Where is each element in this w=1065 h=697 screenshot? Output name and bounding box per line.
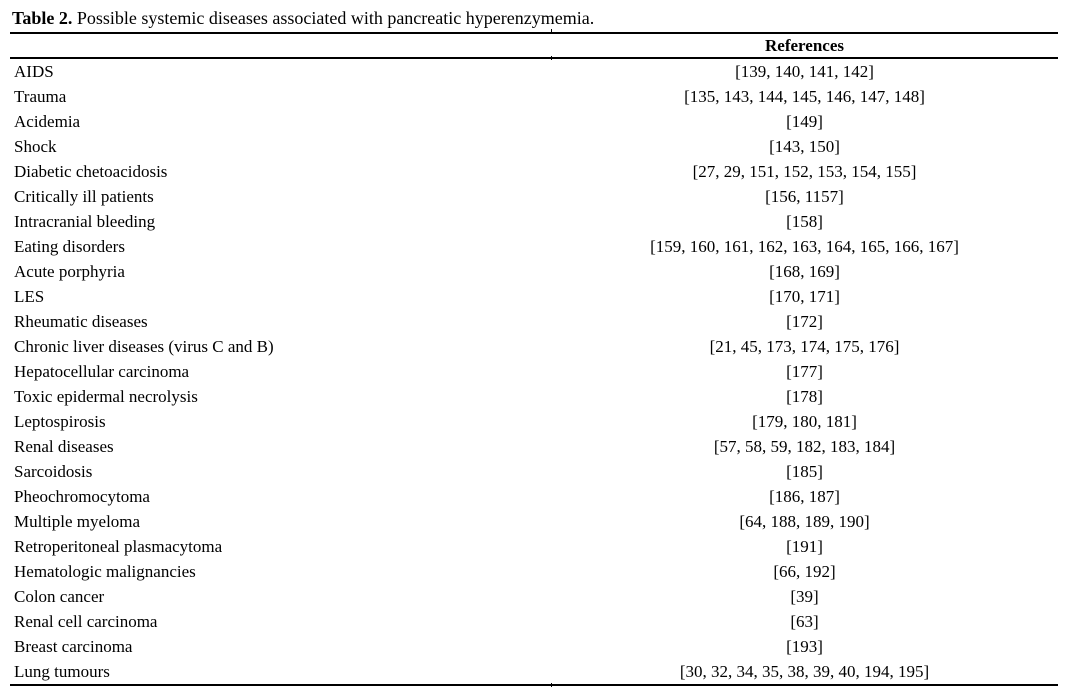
references-cell: [57, 58, 59, 182, 183, 184]: [713, 437, 896, 456]
references-cell: [178]: [786, 387, 823, 406]
disease-cell: Lung tumours: [14, 662, 110, 681]
table-row: Multiple myeloma [64, 188, 189, 190]: [10, 509, 1058, 534]
references-cell: [139, 140, 141, 142]: [735, 62, 874, 81]
table-row: Trauma [135, 143, 144, 145, 146, 147, 148…: [10, 84, 1058, 109]
references-cell: [135, 143, 144, 145, 146, 147, 148]: [684, 87, 925, 106]
references-cell: [21, 45, 173, 174, 175, 176]: [709, 337, 900, 356]
references-cell: [170, 171]: [769, 287, 840, 306]
references-cell: [143, 150]: [769, 137, 840, 156]
disease-cell: Intracranial bleeding: [14, 212, 156, 231]
disease-cell: Colon cancer: [14, 587, 105, 606]
disease-cell: LES: [14, 287, 45, 306]
table-row: Pheochromocytoma [186, 187]: [10, 484, 1058, 509]
disease-cell: Toxic epidermal necrolysis: [14, 387, 198, 406]
disease-cell: Hepatocellular carcinoma: [14, 362, 190, 381]
disease-cell: Acute porphyria: [14, 262, 125, 281]
table-row: Renal cell carcinoma [63]: [10, 609, 1058, 634]
disease-cell: Chronic liver diseases (virus C and B): [14, 337, 274, 356]
header-row: References: [10, 33, 1058, 59]
column-divider-tick-bottom: [551, 683, 552, 687]
references-cell: [172]: [786, 312, 823, 331]
disease-cell: Trauma: [14, 87, 67, 106]
table-row: Acidemia [149]: [10, 109, 1058, 134]
table-row: Critically ill patients [156, 1157]: [10, 184, 1058, 209]
references-cell: [168, 169]: [769, 262, 840, 281]
references-cell: [149]: [786, 112, 823, 131]
table-row: Shock [143, 150]: [10, 134, 1058, 159]
references-cell: [27, 29, 151, 152, 153, 154, 155]: [692, 162, 917, 181]
disease-cell: Pheochromocytoma: [14, 487, 150, 506]
table-row: Sarcoidosis [185]: [10, 459, 1058, 484]
disease-cell: Diabetic chetoacidosis: [14, 162, 168, 181]
table-row: Leptospirosis [179, 180, 181]: [10, 409, 1058, 434]
table-row: Toxic epidermal necrolysis [178]: [10, 384, 1058, 409]
disease-cell: Leptospirosis: [14, 412, 106, 431]
disease-cell: Shock: [14, 137, 57, 156]
references-cell: [193]: [786, 637, 823, 656]
disease-cell: Eating disorders: [14, 237, 125, 256]
table-row: Renal diseases [57, 58, 59, 182, 183, 184…: [10, 434, 1058, 459]
disease-cell: Multiple myeloma: [14, 512, 141, 531]
disease-cell: Breast carcinoma: [14, 637, 133, 656]
table-caption: Table 2. Possible systemic diseases asso…: [12, 6, 594, 30]
disease-cell: Hematologic malignancies: [14, 562, 196, 581]
table-row: Colon cancer [39]: [10, 584, 1058, 609]
table-caption-label: Table 2.: [12, 8, 73, 28]
references-cell: [179, 180, 181]: [752, 412, 857, 431]
references-cell: [30, 32, 34, 35, 38, 39, 40, 194, 195]: [679, 662, 930, 681]
references-cell: [185]: [786, 462, 823, 481]
diseases-table-container: References AIDS [139, 140, 141, 142] Traum…: [10, 32, 1058, 686]
diseases-references-table: References AIDS [139, 140, 141, 142] Traum…: [10, 32, 1058, 686]
table-caption-text: Possible systemic diseases associated wi…: [72, 8, 595, 28]
references-cell: [66, 192]: [773, 562, 836, 581]
table-row: Intracranial bleeding [158]: [10, 209, 1058, 234]
references-cell: [63]: [790, 612, 819, 631]
column-divider-tick-header: [551, 56, 552, 60]
table-row: Eating disorders [159, 160, 161, 162, 163…: [10, 234, 1058, 259]
table-row: Lung tumours [30, 32, 34, 35, 38, 39, 40,…: [10, 659, 1058, 685]
disease-cell: Renal diseases: [14, 437, 114, 456]
references-cell: [177]: [786, 362, 823, 381]
references-cell: [159, 160, 161, 162, 163, 164, 165, 166,…: [650, 237, 959, 256]
table-row: Chronic liver diseases (virus C and B) [2…: [10, 334, 1058, 359]
references-column-header: References: [551, 33, 1058, 59]
table-row: Hepatocellular carcinoma [177]: [10, 359, 1058, 384]
table-row: Acute porphyria [168, 169]: [10, 259, 1058, 284]
table-row: Hematologic malignancies [66, 192]: [10, 559, 1058, 584]
table-row: LES [170, 171]: [10, 284, 1058, 309]
references-cell: [186, 187]: [769, 487, 840, 506]
table-row: Retroperitoneal plasmacytoma [191]: [10, 534, 1058, 559]
table-row: AIDS [139, 140, 141, 142]: [10, 58, 1058, 84]
disease-cell: Renal cell carcinoma: [14, 612, 158, 631]
table-row: Breast carcinoma [193]: [10, 634, 1058, 659]
disease-cell: Rheumatic diseases: [14, 312, 148, 331]
disease-cell: Critically ill patients: [14, 187, 154, 206]
references-cell: [191]: [786, 537, 823, 556]
references-cell: [158]: [786, 212, 823, 231]
table-row: Diabetic chetoacidosis [27, 29, 151, 152,…: [10, 159, 1058, 184]
references-cell: [64, 188, 189, 190]: [739, 512, 870, 531]
disease-cell: Acidemia: [14, 112, 81, 131]
table-row: Rheumatic diseases [172]: [10, 309, 1058, 334]
disease-cell: Retroperitoneal plasmacytoma: [14, 537, 223, 556]
column-divider-tick-top: [551, 29, 552, 33]
table-body: AIDS [139, 140, 141, 142] Trauma [135, 143,…: [10, 58, 1058, 685]
references-cell: [156, 1157]: [765, 187, 844, 206]
references-cell: [39]: [790, 587, 819, 606]
disease-cell: AIDS: [14, 62, 54, 81]
disease-column-header: [10, 33, 551, 59]
disease-cell: Sarcoidosis: [14, 462, 93, 481]
